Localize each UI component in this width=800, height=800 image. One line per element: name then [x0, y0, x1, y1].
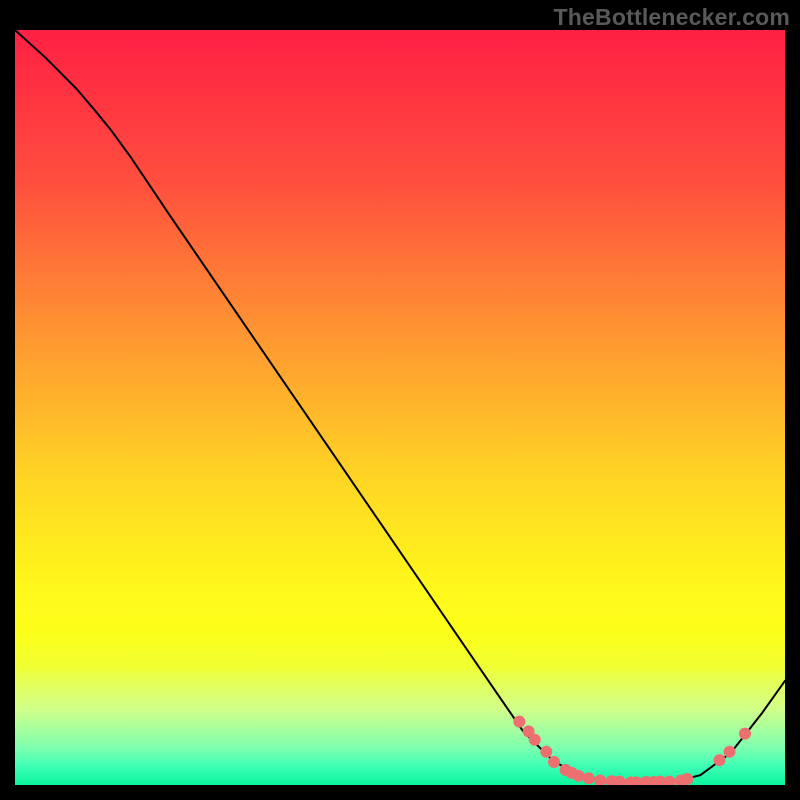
curve-marker: [513, 716, 525, 728]
bottleneck-curve-chart: [15, 30, 785, 785]
curve-marker: [548, 756, 560, 768]
curve-marker: [573, 770, 585, 782]
chart-root: TheBottlenecker.com: [0, 0, 800, 800]
curve-marker: [681, 773, 693, 785]
curve-marker: [724, 746, 736, 758]
curve-marker: [714, 754, 726, 766]
curve-marker: [529, 734, 541, 746]
chart-svg: [15, 30, 785, 785]
curve-marker: [583, 772, 595, 784]
chart-background: [15, 30, 785, 785]
curve-marker: [540, 746, 552, 758]
site-watermark: TheBottlenecker.com: [554, 4, 790, 31]
curve-marker: [739, 728, 751, 740]
